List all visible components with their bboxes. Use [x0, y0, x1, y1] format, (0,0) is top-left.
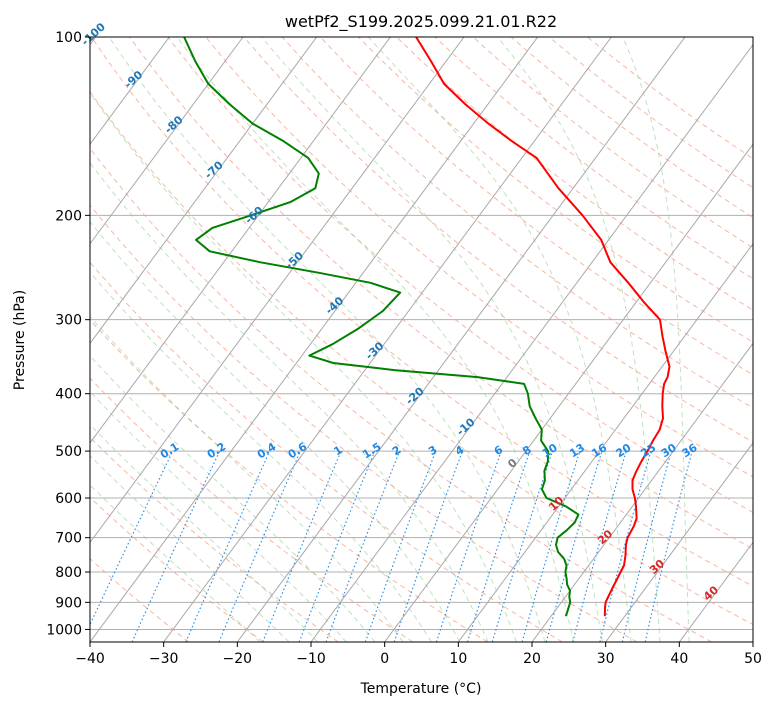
y-tick-label: 900 — [55, 595, 82, 611]
mixing-ratio-line — [466, 450, 531, 642]
isotherm-line — [531, 342, 753, 642]
x-axis-ticks: −40 −30 −20 −10 0 10 20 30 40 50 — [75, 642, 762, 667]
moist-adiabat — [108, 37, 546, 642]
dry-adiabat — [358, 37, 753, 343]
mixing-ratio-line — [621, 450, 672, 642]
x-tick-label: −40 — [75, 651, 105, 667]
isotherm-line — [90, 37, 539, 642]
x-tick-label: 50 — [744, 651, 762, 667]
temperature-profile — [415, 37, 671, 617]
x-tick-label: 40 — [670, 651, 688, 667]
moist-adiabat — [90, 92, 517, 642]
isotherms — [90, 37, 753, 642]
mixing-ratio-line — [298, 450, 376, 642]
moist-adiabat — [90, 162, 489, 642]
mixing-ratio-line — [545, 450, 603, 642]
isotherm-line — [605, 442, 753, 642]
moist-adiabat — [176, 37, 575, 642]
isotherm-line — [90, 37, 244, 245]
mixing-ratio-line — [262, 450, 342, 642]
mixing-ratio-line — [325, 450, 401, 642]
y-tick-label: 100 — [55, 30, 82, 46]
mixing-ratio-line — [491, 450, 554, 642]
moist-adiabat — [90, 454, 290, 642]
y-tick-label: 300 — [55, 313, 82, 329]
moist-adiabat — [90, 424, 319, 642]
chart-title: wetPf2_S199.2025.099.21.01.R22 — [285, 12, 557, 32]
moist-adiabat — [90, 271, 432, 642]
plot-frame — [89, 36, 754, 643]
dry-adiabat — [90, 37, 753, 587]
dry-adiabat — [243, 37, 753, 443]
plot-area — [90, 37, 753, 642]
dry-adiabat — [281, 37, 753, 409]
y-tick-label: 1000 — [46, 622, 82, 638]
isotherm-line — [90, 37, 170, 146]
mixing-ratio-line — [435, 450, 502, 642]
x-tick-label: 20 — [523, 651, 541, 667]
isotherm-line — [90, 37, 465, 544]
mixing-ratio-line — [521, 450, 581, 642]
x-tick-label: 10 — [449, 651, 467, 667]
moist-adiabat — [622, 37, 690, 642]
isotherm-line — [310, 43, 753, 642]
moist-adiabat — [90, 391, 347, 642]
y-tick-label: 400 — [55, 387, 82, 403]
y-tick-label: 600 — [55, 491, 82, 507]
dry-adiabat — [90, 147, 712, 642]
moist-adiabat — [90, 220, 461, 642]
isotherm-line — [90, 37, 318, 345]
y-tick-label: 800 — [55, 565, 82, 581]
mixing-ratio-line — [599, 450, 652, 642]
moist-adiabat — [90, 355, 376, 642]
moist-adiabat — [90, 315, 404, 642]
moist-adiabat — [90, 484, 261, 642]
dry-adiabat — [167, 37, 753, 514]
dry-adiabat — [90, 90, 753, 626]
y-tick-label: 700 — [55, 531, 82, 547]
x-tick-label: 0 — [380, 651, 389, 667]
mixing-ratio-line — [218, 450, 302, 642]
y-axis-ticks: 100 200 300 400 500 600 700 800 900 1000 — [46, 30, 90, 638]
x-tick-label: −20 — [223, 651, 253, 667]
moist-adiabats — [90, 37, 690, 642]
x-tick-label: 30 — [597, 651, 615, 667]
y-tick-label: 500 — [55, 444, 82, 460]
mixing-ratio-line — [572, 450, 627, 642]
sounding-profiles — [183, 37, 671, 617]
isotherm-line — [384, 143, 753, 642]
dry-adiabat — [90, 377, 414, 642]
mixing-ratio-line — [364, 450, 437, 642]
dry-adiabat — [90, 558, 190, 642]
y-tick-label: 200 — [55, 208, 82, 224]
isotherm-line — [163, 37, 612, 642]
isotherm-line — [457, 242, 753, 642]
x-tick-label: −10 — [296, 651, 326, 667]
mixing-ratio-line — [185, 450, 271, 642]
isotherm-line — [90, 37, 391, 444]
isotherm-line — [236, 37, 686, 642]
x-axis-label: Temperature (°C) — [360, 681, 482, 697]
moist-adiabat — [497, 37, 661, 642]
y-axis-label: Pressure (hPa) — [12, 290, 28, 390]
x-tick-label: −30 — [149, 651, 179, 667]
dewpoint-profile — [183, 37, 580, 617]
moist-adiabat — [368, 37, 632, 642]
